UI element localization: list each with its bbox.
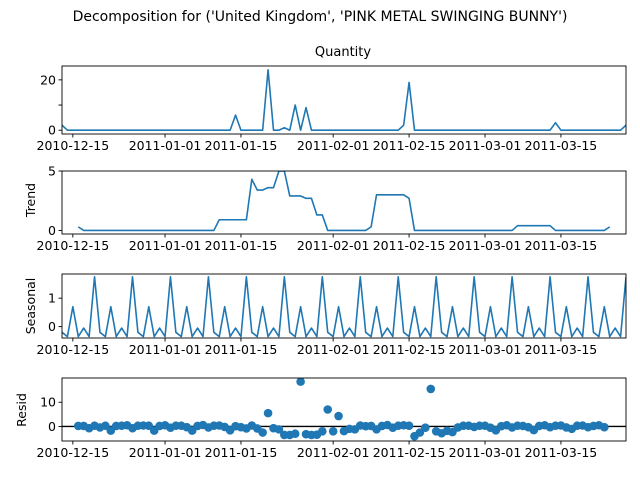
resid-axes-frame xyxy=(61,377,627,442)
y-axis-label-resid: Resid xyxy=(14,393,29,427)
x-tick-label: 2011-03-01 xyxy=(449,238,522,253)
resid-point xyxy=(600,422,609,432)
resid-point xyxy=(290,429,300,439)
y-tick-label: 0 xyxy=(48,123,56,138)
x-tick-label: 2011-01-01 xyxy=(129,445,202,460)
x-tick-label: 2011-03-01 xyxy=(449,138,522,153)
trend-axes-frame xyxy=(61,170,627,235)
x-tick-label: 2010-12-15 xyxy=(37,342,110,357)
resid-point xyxy=(274,425,284,434)
x-tick-label: 2011-01-15 xyxy=(205,445,278,460)
resid-point xyxy=(263,408,273,418)
resid-point xyxy=(323,405,333,414)
resid-point xyxy=(328,427,338,436)
x-tick-label: 2011-02-01 xyxy=(297,445,370,460)
x-tick-label: 2011-01-15 xyxy=(205,342,278,357)
trend-series-line xyxy=(77,171,611,232)
x-tick-label: 2011-03-15 xyxy=(525,342,598,357)
resid-point xyxy=(296,378,305,386)
seasonal-series-line xyxy=(62,276,626,338)
resid-point xyxy=(318,427,327,436)
x-tick-label: 2010-12-15 xyxy=(37,138,110,153)
resid-point xyxy=(404,421,414,431)
figure-title: Decomposition for ('United Kingdom', 'PI… xyxy=(73,9,568,25)
resid-panel: Resid 0 10 2010-12-15 2011-01-01 2011-01-15 2… xyxy=(14,377,627,460)
x-tick-label: 2011-02-01 xyxy=(297,138,370,153)
x-tick-label: 2011-01-15 xyxy=(205,238,278,253)
resid-plot-area xyxy=(62,378,626,441)
y-tick-label: 10 xyxy=(40,395,56,410)
x-tick-label: 2011-01-15 xyxy=(205,138,278,153)
y-axis-label-seasonal: Seasonal xyxy=(23,278,38,335)
observed-series-line xyxy=(62,68,626,132)
resid-point xyxy=(421,423,430,432)
y-axis-label-trend: Trend xyxy=(23,183,38,218)
y-tick-label: 1 xyxy=(48,291,56,306)
observed-axes-frame xyxy=(61,65,627,135)
x-tick-label: 2011-03-01 xyxy=(449,445,522,460)
x-tick-label: 2011-02-15 xyxy=(373,138,446,153)
x-tick-label: 2011-02-01 xyxy=(297,342,370,357)
x-tick-label: 2011-02-01 xyxy=(297,238,370,253)
y-tick-label: 0 xyxy=(48,419,56,434)
x-tick-label: 2011-03-15 xyxy=(525,138,598,153)
resid-point xyxy=(258,428,267,437)
seasonal-plot-area xyxy=(62,276,626,338)
x-tick-label: 2011-01-01 xyxy=(129,342,202,357)
quantity-panel: Quantity 0 20 2010-12-15 2011-01-01 2011-01-… xyxy=(37,45,627,153)
x-tick-label: 2011-01-01 xyxy=(129,238,202,253)
y-tick-label: 0 xyxy=(48,223,56,238)
resid-point xyxy=(334,411,343,421)
x-tick-label: 2011-02-15 xyxy=(373,445,446,460)
x-tick-label: 2011-02-15 xyxy=(373,238,446,253)
trend-plot-area xyxy=(77,171,611,232)
seasonal-panel: Seasonal 0 1 2010-12-15 2011-01-01 2011-01-1… xyxy=(23,273,627,357)
x-tick-label: 2011-03-15 xyxy=(525,238,598,253)
resid-point xyxy=(426,384,436,394)
y-tick-label: 0 xyxy=(48,319,56,334)
y-tick-label: 20 xyxy=(40,72,56,87)
x-tick-label: 2010-12-15 xyxy=(37,238,110,253)
trend-panel: Trend 0 5 2010-12-15 2011-01-01 2011-01-15 20… xyxy=(23,164,627,253)
seasonal-axes-frame xyxy=(61,273,627,339)
x-tick-label: 2010-12-15 xyxy=(37,445,110,460)
y-tick-label: 5 xyxy=(48,164,56,179)
x-tick-label: 2011-01-01 xyxy=(129,138,202,153)
x-tick-label: 2011-02-15 xyxy=(373,342,446,357)
observed-plot-area xyxy=(62,68,626,132)
x-tick-label: 2011-03-15 xyxy=(525,445,598,460)
x-tick-label: 2011-03-01 xyxy=(449,342,522,357)
panel-title-quantity: Quantity xyxy=(315,45,371,60)
